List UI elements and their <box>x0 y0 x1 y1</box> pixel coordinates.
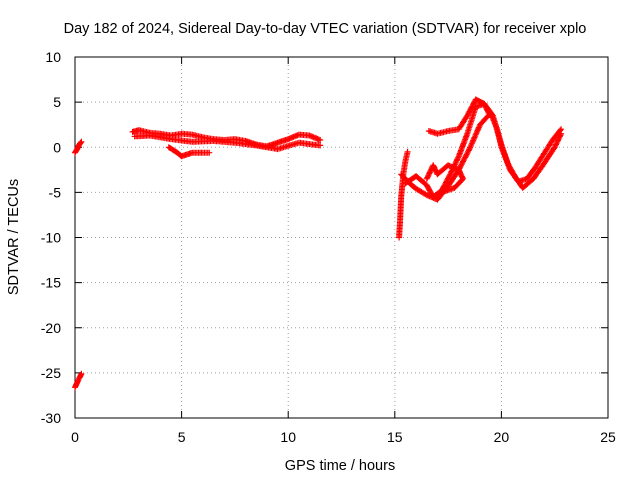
data-trace <box>423 162 466 196</box>
x-axis-label: GPS time / hours <box>285 458 395 474</box>
x-tick-label: 5 <box>178 429 186 445</box>
data-trace <box>72 370 85 391</box>
y-axis-label: SDTVAR / TECUs <box>6 179 22 295</box>
y-tick-label: -30 <box>41 410 61 426</box>
y-tick-label: -15 <box>41 275 61 291</box>
x-tick-label: 10 <box>280 429 296 445</box>
data-point-markers <box>165 144 213 160</box>
x-tick-label: 0 <box>71 429 79 445</box>
x-tick-label: 20 <box>494 429 510 445</box>
data-point-markers <box>72 138 85 156</box>
axis-ticks: 0 5 10 15 20 25 -30 -25 -20 -15 -10 -5 0 5 10 <box>41 49 616 445</box>
data-trace <box>165 144 213 160</box>
data-point-markers <box>425 96 492 137</box>
y-tick-label: 5 <box>53 94 61 110</box>
data-trace <box>131 132 324 153</box>
data-point-markers <box>398 110 565 203</box>
data-series-sdtvar <box>72 96 565 391</box>
data-trace <box>396 148 411 241</box>
data-point-markers <box>72 370 85 391</box>
data-point-markers <box>423 162 466 196</box>
y-tick-label: -20 <box>41 320 61 336</box>
y-tick-label: -10 <box>41 230 61 246</box>
data-trace <box>425 96 492 137</box>
data-trace <box>398 110 565 203</box>
data-trace <box>72 138 85 156</box>
plot-frame <box>74 56 609 419</box>
y-tick-label: -5 <box>49 184 62 200</box>
data-point-markers <box>402 100 565 200</box>
x-tick-label: 15 <box>387 429 403 445</box>
y-tick-label: 0 <box>53 139 61 155</box>
data-trace <box>402 100 565 200</box>
x-tick-label: 25 <box>600 429 616 445</box>
chart-title: Day 182 of 2024, Sidereal Day-to-day VTE… <box>64 21 587 37</box>
data-point-markers <box>396 148 411 241</box>
grid-lines <box>75 57 608 418</box>
y-tick-label: -25 <box>41 365 61 381</box>
y-tick-label: 10 <box>45 49 61 65</box>
data-point-markers <box>131 132 324 153</box>
